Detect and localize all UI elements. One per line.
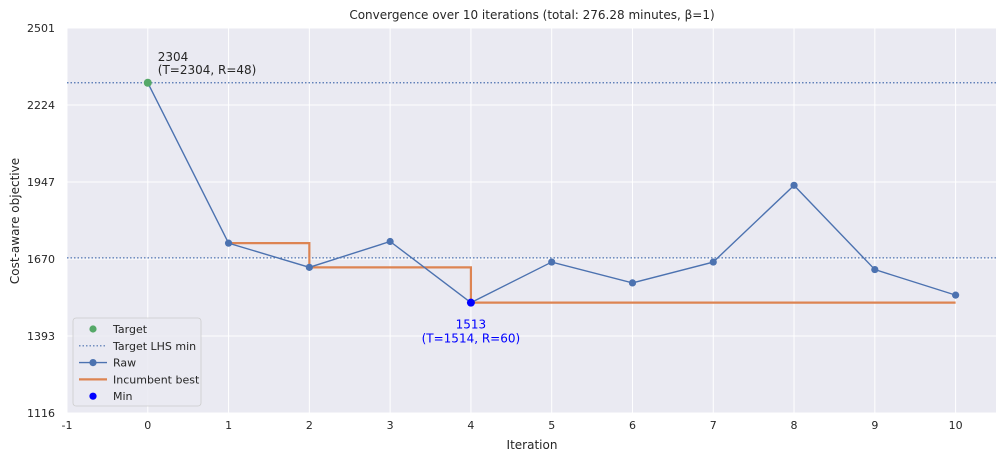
min-annotation-detail: (T=1514, R=60) <box>422 332 521 346</box>
legend-label: Target LHS min <box>112 340 196 353</box>
legend-label: Target <box>112 323 148 336</box>
raw-point <box>709 258 717 266</box>
x-tick-label: 4 <box>467 419 474 432</box>
plot-area <box>67 28 996 413</box>
min-annotation-value: 1513 <box>456 318 487 332</box>
raw-point <box>790 181 798 189</box>
x-tick-label: 5 <box>548 419 555 432</box>
y-tick-label: 1393 <box>27 330 55 343</box>
raw-point <box>871 265 879 274</box>
annotations: 2304(T=2304, R=48) 1513(T=1514, R=60) <box>158 50 520 346</box>
legend-swatch <box>89 392 97 400</box>
x-tick-label: 1 <box>225 419 232 432</box>
grid-lines <box>66 27 996 414</box>
target-annotation-detail: (T=2304, R=48) <box>158 63 257 77</box>
incumbent-best-line <box>228 242 956 304</box>
raw-point <box>224 239 233 247</box>
raw-point <box>548 258 556 266</box>
x-tick-label: 8 <box>791 419 798 432</box>
data-series <box>143 78 960 307</box>
x-tick-label: 7 <box>710 419 717 432</box>
raw-point <box>628 279 637 287</box>
raw-point <box>952 291 960 299</box>
raw-point <box>386 237 394 246</box>
x-tick-label: 2 <box>306 419 313 432</box>
y-tick-label: 2501 <box>27 22 55 35</box>
x-tick-label: 3 <box>387 419 394 432</box>
x-tick-label: 6 <box>629 419 636 432</box>
y-tick-label: 2224 <box>27 99 55 112</box>
legend-label: Raw <box>113 357 136 370</box>
x-tick-labels: -1 0 1 2 3 4 5 6 7 8 9 10 <box>62 419 963 432</box>
target-point <box>143 78 152 87</box>
target-annotation-value: 2304 <box>158 50 189 64</box>
y-tick-label: 1670 <box>27 253 55 266</box>
x-tick-label: 0 <box>144 419 151 432</box>
x-tick-label: -1 <box>62 419 73 432</box>
y-axis-label: Cost-aware objective <box>8 158 22 284</box>
chart-title: Convergence over 10 iterations (total: 2… <box>349 8 714 22</box>
x-tick-label: 10 <box>949 419 963 432</box>
legend-box <box>72 317 202 407</box>
y-tick-labels: 1116 1393 1670 1947 2224 2501 <box>27 22 55 420</box>
legend-label: Incumbent best <box>113 373 200 386</box>
legend-label: Min <box>113 390 133 403</box>
legend-swatch-marker <box>89 359 97 367</box>
raw-point <box>305 263 313 271</box>
target-lhs-min-lines <box>67 82 996 259</box>
y-tick-label: 1947 <box>27 176 55 189</box>
x-axis-label: Iteration <box>507 438 558 452</box>
min-point <box>466 298 475 307</box>
y-tick-label: 1116 <box>27 407 55 420</box>
x-tick-label: 9 <box>871 419 878 432</box>
legend-swatch <box>89 325 97 333</box>
legend: Target Target LHS min Raw Incumbent best Min <box>72 317 202 407</box>
